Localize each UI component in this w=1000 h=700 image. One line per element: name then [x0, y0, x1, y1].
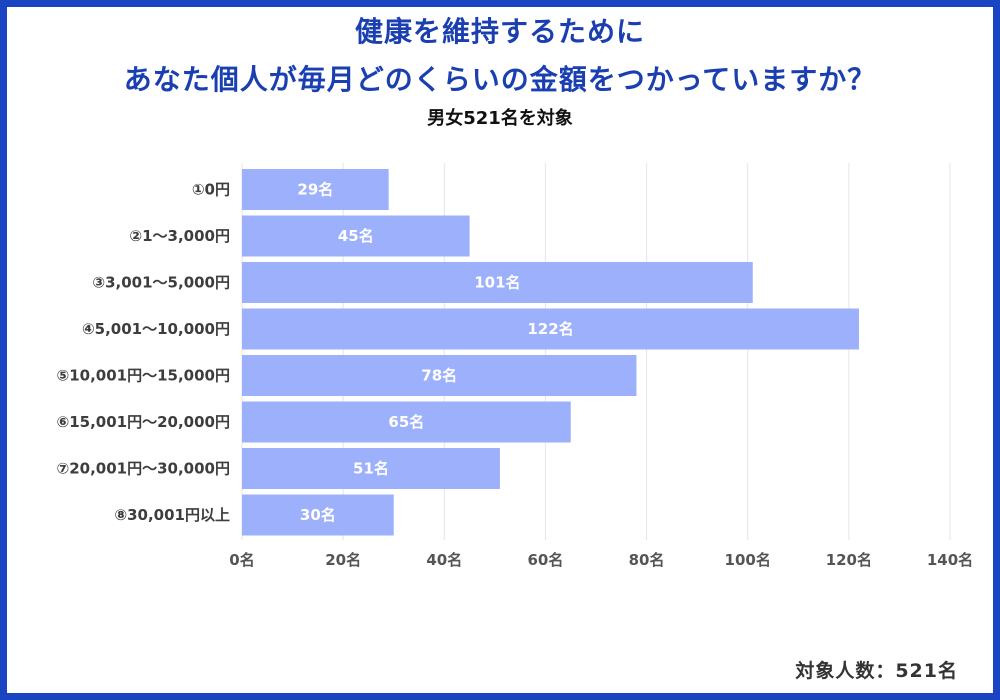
x-tick-label: 40名 [426, 551, 462, 569]
x-tick-label: 60名 [527, 551, 563, 569]
bar [242, 169, 389, 210]
bar-value-label: 122名 [527, 320, 573, 338]
bar-value-label: 78名 [421, 367, 457, 385]
category-label: ⑥15,001円〜20,000円 [57, 413, 230, 431]
category-label: ⑦20,001円〜30,000円 [57, 460, 230, 478]
category-label: ④5,001〜10,000円 [82, 320, 230, 338]
bar-value-label: 30名 [300, 506, 336, 524]
bar [242, 448, 500, 489]
x-tick-label: 100名 [725, 551, 771, 569]
x-tick-label: 0名 [229, 551, 254, 569]
bar [242, 262, 753, 303]
respondent-count: 対象人数：521名 [795, 660, 958, 682]
bar-value-label: 65名 [388, 413, 424, 431]
bar-value-label: 45名 [338, 227, 374, 245]
chart-subtitle: 男女521名を対象 [427, 108, 573, 129]
bar [242, 215, 470, 257]
bar-value-label: 101名 [474, 274, 520, 292]
category-label: ①0円 [192, 181, 230, 199]
chart-title-line-2: あなた個人が毎月どのくらいの金額をつかっていますか？ [123, 63, 877, 96]
bar-value-label: 51名 [353, 460, 389, 478]
x-tick-label: 140名 [927, 551, 973, 569]
x-tick-label: 120名 [826, 551, 872, 569]
x-tick-label: 80名 [629, 551, 665, 569]
category-label: ②1〜3,000円 [129, 227, 230, 245]
bar-value-label: 29名 [297, 181, 333, 199]
category-label: ⑧30,001円以上 [114, 506, 230, 524]
x-tick-label: 20名 [325, 551, 361, 569]
category-label: ③3,001〜5,000円 [92, 274, 230, 292]
bar [242, 401, 571, 443]
bar [242, 355, 637, 396]
chart-title-line-1: 健康を維持するために [354, 15, 645, 48]
category-label: ⑤10,001円〜15,000円 [57, 367, 230, 385]
bar [242, 494, 394, 536]
bar [242, 308, 859, 350]
